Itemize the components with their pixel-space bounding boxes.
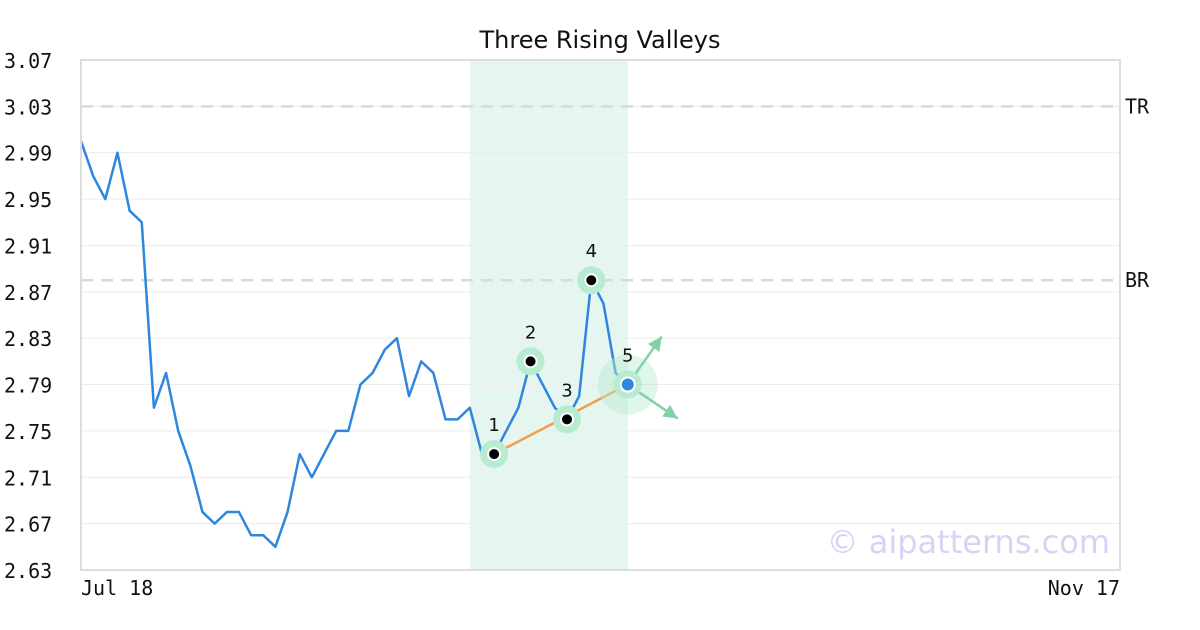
- x-tick-label: Jul 18: [81, 576, 153, 600]
- pattern-point-2: [523, 354, 538, 369]
- y-tick-label: 2.75: [4, 420, 52, 444]
- reference-label-tr: TR: [1125, 94, 1150, 118]
- x-tick-label: Nov 17: [1048, 576, 1120, 600]
- y-tick-label: 2.71: [4, 466, 52, 490]
- pattern-point-label: 1: [488, 415, 499, 436]
- pattern-point-4: [584, 273, 599, 288]
- y-tick-label: 2.63: [4, 559, 52, 583]
- pattern-point-label: 4: [586, 241, 597, 262]
- y-tick-label: 2.87: [4, 281, 52, 305]
- projection-arrow-head-up: [647, 336, 662, 353]
- y-tick-label: 2.79: [4, 374, 52, 398]
- pattern-point-1: [487, 447, 502, 462]
- y-tick-label: 2.99: [4, 142, 52, 166]
- pattern-highlight-band: [469, 60, 628, 570]
- pattern-point-label: 2: [525, 322, 536, 343]
- reference-label-br: BR: [1125, 268, 1150, 292]
- y-tick-label: 2.95: [4, 188, 52, 212]
- pattern-point-5: [619, 376, 636, 393]
- pattern-point-label: 5: [622, 346, 633, 367]
- projection-arrow-head-down: [662, 404, 678, 419]
- y-tick-label: 2.67: [4, 513, 52, 537]
- chart-title: Three Rising Valleys: [478, 26, 720, 54]
- y-tick-label: 3.03: [4, 95, 52, 119]
- y-tick-label: 2.83: [4, 327, 52, 351]
- pattern-point-label: 3: [561, 380, 572, 401]
- y-tick-label: 2.91: [4, 234, 52, 258]
- watermark: © aipatterns.com: [827, 523, 1110, 561]
- plot-frame: [80, 59, 1121, 571]
- y-tick-label: 3.07: [4, 49, 52, 73]
- pattern-point-3: [560, 412, 574, 427]
